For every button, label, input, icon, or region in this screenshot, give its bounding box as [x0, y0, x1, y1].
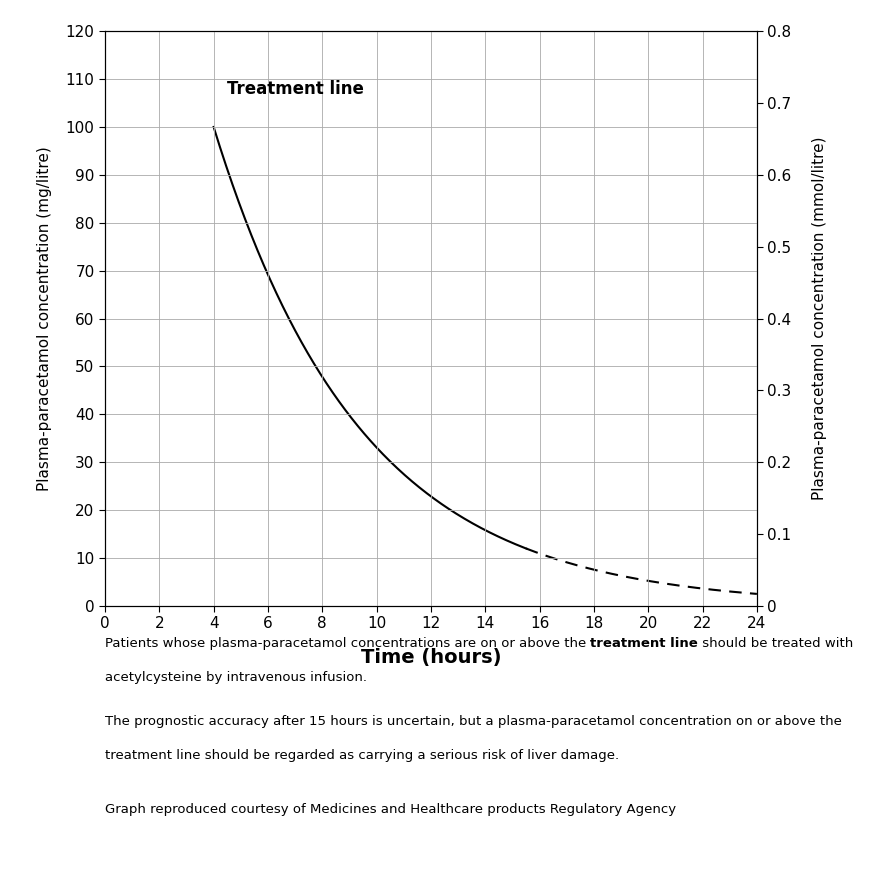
Text: Graph reproduced courtesy of Medicines and Healthcare products Regulatory Agency: Graph reproduced courtesy of Medicines a…	[105, 803, 676, 816]
Y-axis label: Plasma-paracetamol concentration (mg/litre): Plasma-paracetamol concentration (mg/lit…	[37, 146, 52, 491]
Text: treatment line should be regarded as carrying a serious risk of liver damage.: treatment line should be regarded as car…	[105, 748, 620, 762]
Text: Treatment line: Treatment line	[228, 80, 364, 98]
Text: Patients whose plasma-paracetamol concentrations are on or above the: Patients whose plasma-paracetamol concen…	[105, 637, 591, 650]
Y-axis label: Plasma-paracetamol concentration (mmol/litre): Plasma-paracetamol concentration (mmol/l…	[812, 137, 828, 500]
Text: should be treated with: should be treated with	[698, 637, 853, 650]
Text: treatment line: treatment line	[591, 637, 698, 650]
X-axis label: Time (hours): Time (hours)	[360, 648, 501, 667]
Text: acetylcysteine by intravenous infusion.: acetylcysteine by intravenous infusion.	[105, 671, 367, 684]
Text: The prognostic accuracy after 15 hours is uncertain, but a plasma-paracetamol co: The prognostic accuracy after 15 hours i…	[105, 715, 842, 728]
